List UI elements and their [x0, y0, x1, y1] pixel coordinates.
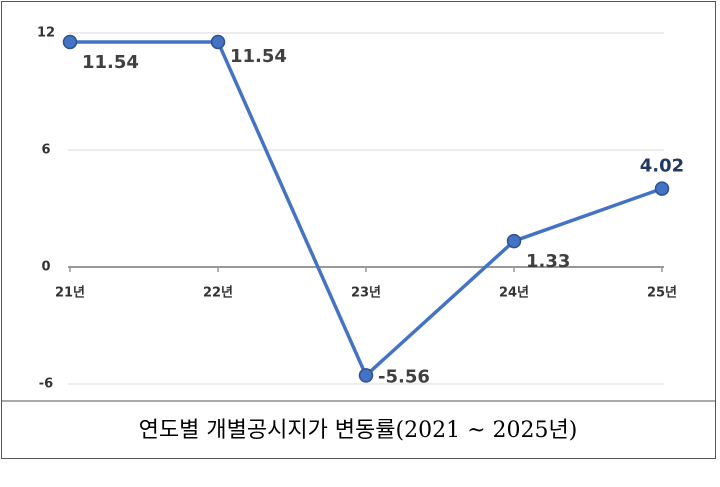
data-point [62, 34, 78, 50]
data-point [210, 34, 226, 50]
data-point [358, 368, 374, 383]
data-label: -5.56 [378, 366, 430, 387]
y-tick-label: 12 [37, 26, 55, 41]
data-label: 11.54 [230, 46, 287, 67]
data-point [654, 181, 670, 196]
chart-title: 연도별 개별공시지가 변동률(2021 ~ 2025년) [139, 418, 578, 443]
data-line [70, 40, 663, 378]
frame [1, 1, 716, 459]
x-tick-label: 23년 [351, 286, 381, 301]
data-label: 4.02 [640, 156, 684, 177]
data-point [506, 233, 522, 249]
y-tick-label: 0 [41, 260, 50, 275]
y-tick-label: 6 [41, 143, 50, 158]
data-label: 11.54 [82, 52, 139, 73]
y-tick-label: -6 [39, 377, 53, 392]
x-tick-label: 22년 [203, 286, 233, 301]
x-tick-label: 21년 [55, 286, 85, 301]
x-tick-label: 25년 [647, 286, 677, 301]
x-tick-label: 24년 [499, 286, 529, 301]
data-label: 1.33 [526, 251, 570, 272]
